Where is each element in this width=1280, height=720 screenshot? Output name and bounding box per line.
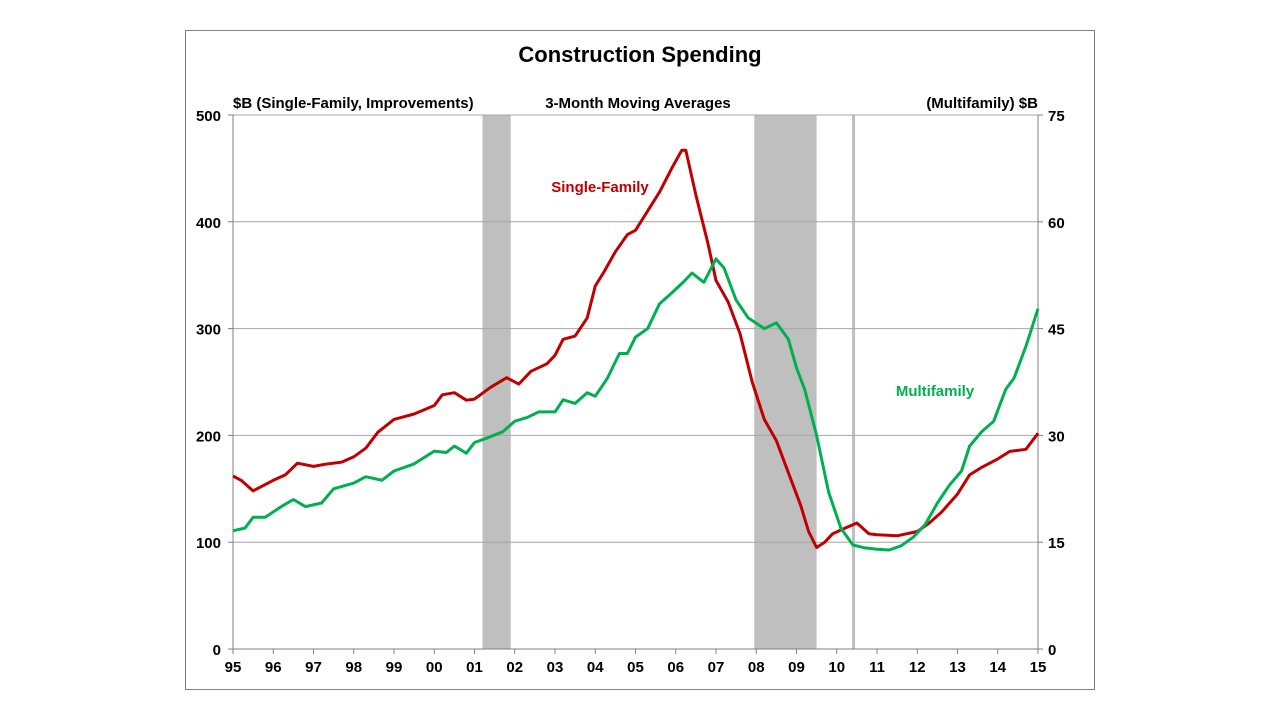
chart-title: Construction Spending: [518, 42, 761, 67]
x-tick-label: 01: [466, 659, 483, 676]
chart-frame: [185, 30, 1095, 690]
x-tick-label: 03: [547, 659, 564, 676]
right-tick-label: 15: [1048, 535, 1065, 552]
single-family-annotation: Single-Family: [551, 179, 649, 196]
x-tick-label: 10: [828, 659, 845, 676]
left-tick-label: 300: [196, 322, 221, 339]
right-tick-label: 60: [1048, 215, 1065, 232]
right-tick-label: 30: [1048, 428, 1065, 445]
single-family-line: [232, 148, 1040, 549]
right-tick-label: 75: [1048, 108, 1065, 125]
right-axis-label: (Multifamily) $B: [926, 95, 1038, 112]
x-tick-label: 95: [225, 659, 242, 676]
x-tick-label: 04: [587, 659, 604, 676]
chart-subtitle: 3-Month Moving Averages: [545, 95, 731, 112]
x-tick-label: 07: [708, 659, 725, 676]
left-tick-label: 400: [196, 215, 221, 232]
x-tick-label: 15: [1030, 659, 1047, 676]
left-tick-label: 0: [213, 642, 221, 659]
x-tick-label: 11: [869, 659, 885, 676]
multifamily-annotation: Multifamily: [896, 383, 975, 400]
recession-band: [754, 115, 817, 649]
multifamily-line: [232, 257, 1040, 552]
left-tick-label: 200: [196, 428, 221, 445]
left-axis-label: $B (Single-Family, Improvements): [233, 95, 474, 112]
x-tick-label: 97: [305, 659, 322, 676]
left-tick-label: 500: [196, 108, 221, 125]
left-tick-label: 100: [196, 535, 221, 552]
right-tick-label: 0: [1048, 642, 1056, 659]
x-tick-label: 02: [506, 659, 523, 676]
x-tick-label: 96: [265, 659, 282, 676]
right-tick-label: 45: [1048, 322, 1065, 339]
x-tick-label: 08: [748, 659, 765, 676]
x-tick-label: 14: [989, 659, 1006, 676]
x-tick-label: 98: [345, 659, 362, 676]
x-tick-label: 99: [386, 659, 403, 676]
x-tick-label: 09: [788, 659, 805, 676]
x-tick-label: 12: [909, 659, 926, 676]
x-tick-label: 00: [426, 659, 443, 676]
x-tick-label: 06: [667, 659, 684, 676]
x-tick-label: 05: [627, 659, 644, 676]
x-tick-label: 13: [949, 659, 966, 676]
recession-band: [852, 115, 856, 649]
